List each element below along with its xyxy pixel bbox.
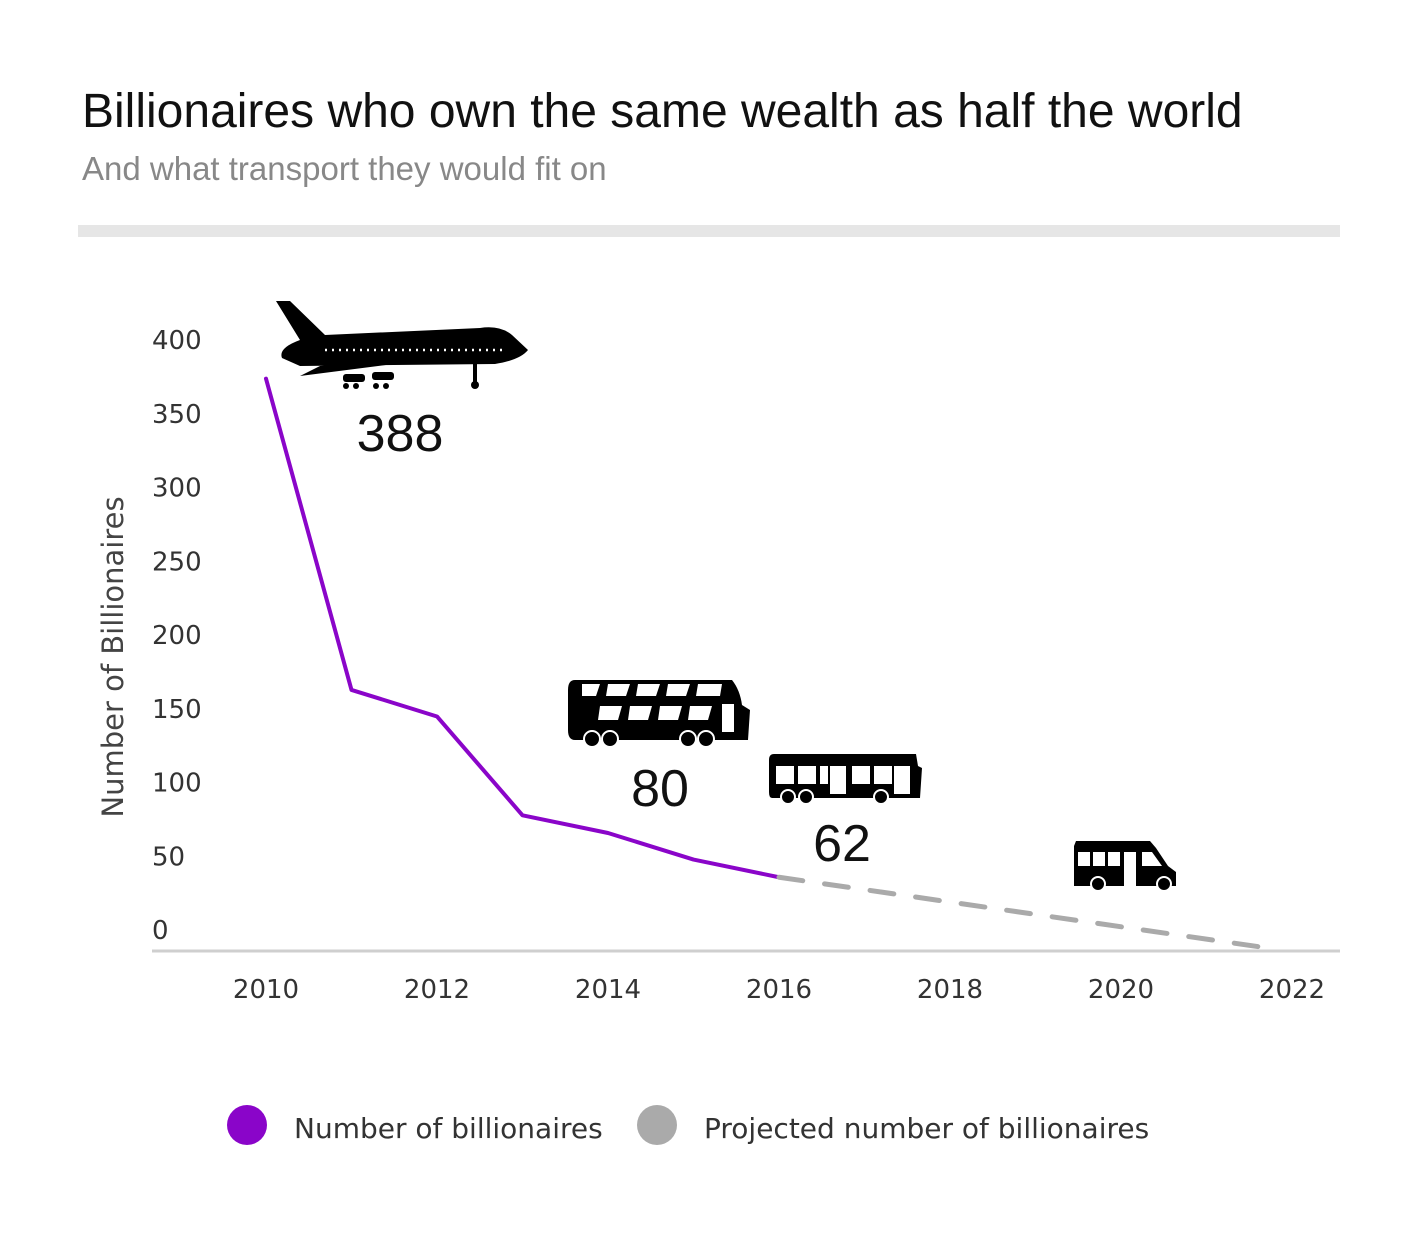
y-tick-label: 300 [152,474,202,504]
chart-title: Billionaires who own the same wealth as … [82,85,1243,138]
y-tick-label: 200 [152,621,202,651]
annotation-62: 62 [813,815,871,873]
y-ticks: 0 50 100 150 200 250 300 350 400 [152,326,202,946]
annotation-80: 80 [631,760,689,818]
x-tick-label: 2014 [575,975,641,1005]
chart-subtitle: And what transport they would fit on [82,150,607,187]
airplane-icon [276,301,528,389]
x-tick-label: 2020 [1088,975,1154,1005]
x-tick-label: 2022 [1259,975,1325,1005]
x-tick-label: 2018 [917,975,983,1005]
legend-label-actual: Number of billionaires [294,1112,603,1145]
legend: Number of billionaires Projected number … [227,1105,1149,1145]
series-line-projected [776,874,1261,950]
y-tick-label: 400 [152,326,202,356]
annotation-388: 388 [357,405,444,463]
y-tick-label: 0 [152,916,169,946]
double-decker-bus-icon [568,680,750,748]
y-tick-label: 50 [152,842,185,872]
legend-swatch-projected [637,1105,677,1145]
minibus-icon [1074,841,1176,892]
series-line-actual [264,376,781,880]
y-tick-label: 100 [152,769,202,799]
legend-swatch-actual [227,1105,267,1145]
bus-icon [769,754,922,805]
y-tick-label: 350 [152,400,202,430]
legend-item-actual: Number of billionaires [227,1105,603,1145]
legend-label-projected: Projected number of billionaires [704,1112,1149,1145]
x-tick-label: 2012 [404,975,470,1005]
x-tick-label: 2016 [746,975,812,1005]
x-tick-label: 2010 [233,975,299,1005]
y-axis-label: Number of Billionaires [96,496,130,817]
y-tick-label: 150 [152,695,202,725]
divider [78,225,1340,237]
y-tick-label: 250 [152,547,202,577]
legend-item-projected: Projected number of billionaires [637,1105,1149,1145]
x-ticks: 2010 2012 2014 2016 2018 2020 2022 [233,975,1325,1005]
series [264,376,1261,950]
